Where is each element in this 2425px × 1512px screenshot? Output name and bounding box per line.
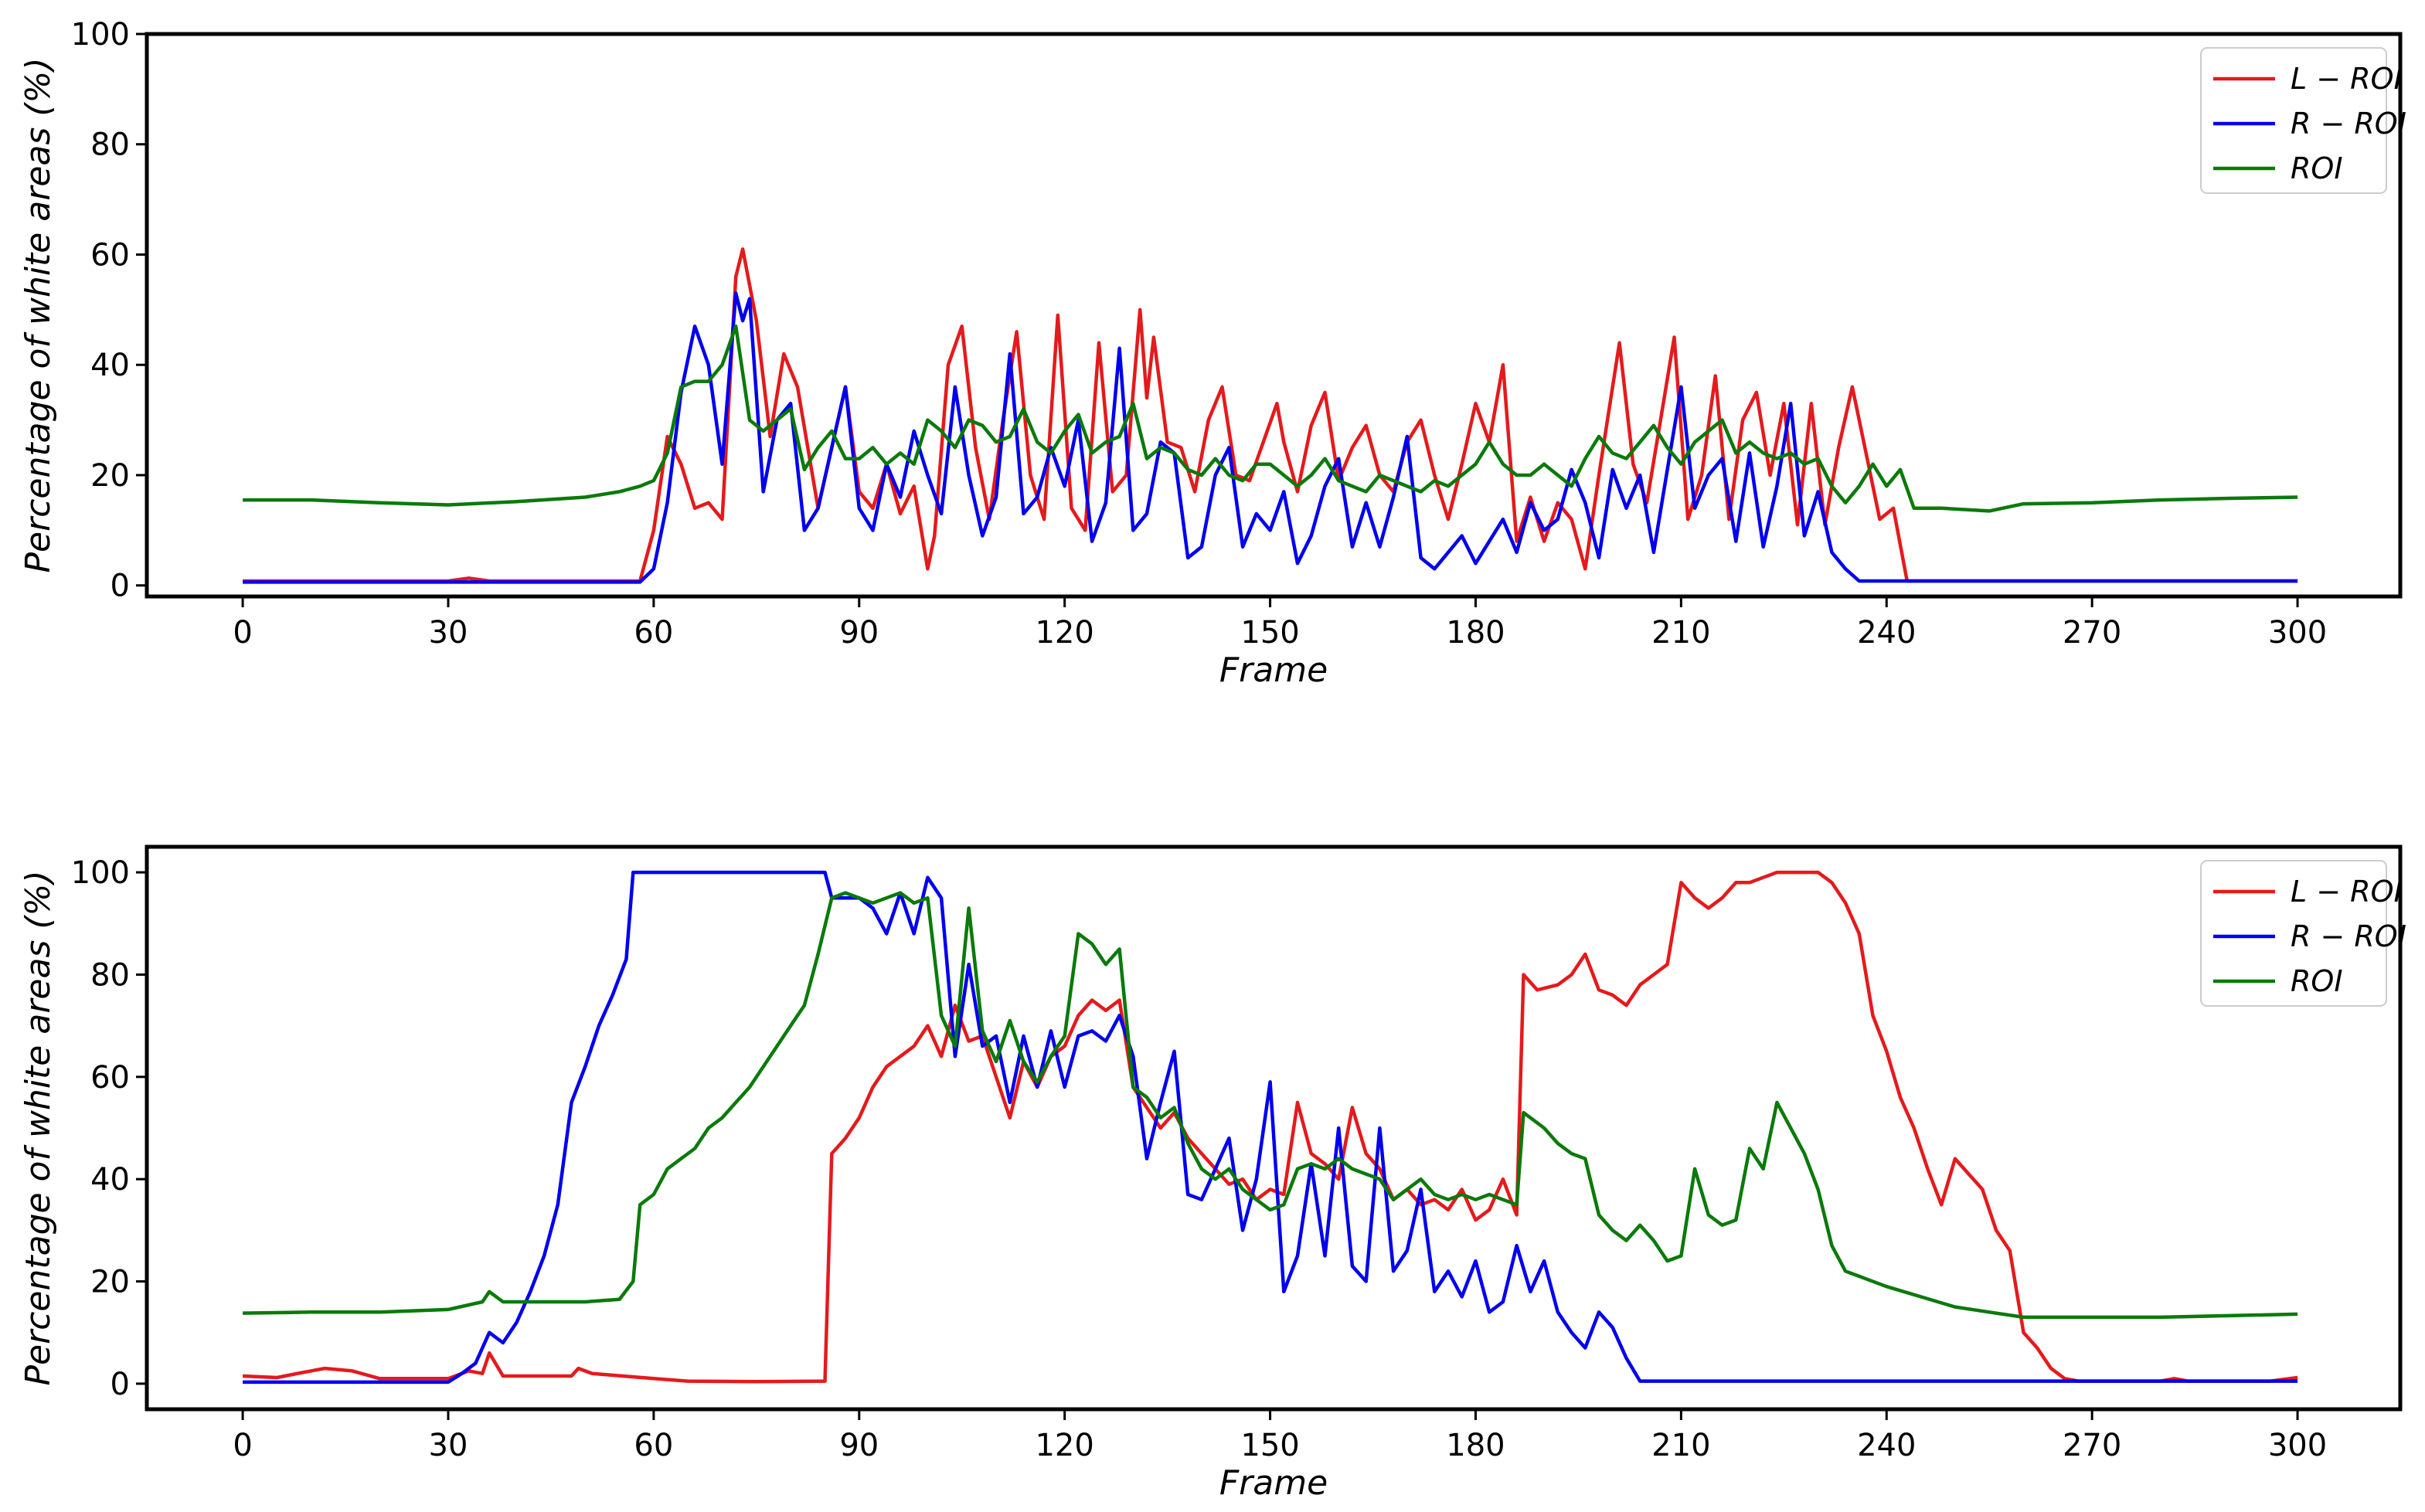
x-tick-label: 120 — [1035, 615, 1093, 651]
legend: L − ROI R − ROI ROI — [2200, 47, 2406, 194]
y-tick-label: 40 — [90, 348, 130, 383]
panel-top: 0 30 60 90 120 150 180 210 240 270 300 0 20 40 60 80 100… — [19, 17, 2406, 690]
y-tick-label: 20 — [90, 1265, 130, 1300]
y-tick-label: 100 — [71, 17, 130, 53]
legend-label: L − ROI — [2291, 62, 2403, 96]
y-tick-label: 60 — [90, 1060, 130, 1096]
x-tick-label: 0 — [233, 1428, 252, 1463]
x-tick-label: 210 — [1651, 615, 1710, 651]
panel-bottom: 0 30 60 90 120 150 180 210 240 270 300 0 20 40 60 80 100… — [19, 844, 2406, 1503]
x-tick-label: 150 — [1240, 1428, 1299, 1463]
y-axis-label: Percentage of white areas (%) — [19, 871, 58, 1386]
x-tick-label: 30 — [429, 615, 468, 651]
axes-frame — [145, 32, 2403, 599]
x-tick-label: 90 — [839, 1428, 879, 1463]
legend-label: L − ROI — [2291, 875, 2403, 909]
legend-label: ROI — [2291, 151, 2343, 185]
x-tick-label: 300 — [2268, 1428, 2327, 1463]
x-axis-label: Frame — [1219, 651, 1328, 690]
y-tick-label: 60 — [90, 237, 130, 273]
x-tick-label: 120 — [1035, 1428, 1093, 1463]
y-tick-label: 0 — [111, 569, 130, 604]
legend-box — [2200, 860, 2387, 1007]
x-tick-label: 60 — [634, 615, 673, 651]
x-tick-label: 180 — [1446, 615, 1505, 651]
y-tick-label: 20 — [90, 458, 130, 494]
legend-label: R − ROI — [2291, 107, 2406, 141]
legend-label: R − ROI — [2291, 919, 2406, 953]
x-tick-label: 90 — [839, 615, 879, 651]
x-tick-label: 270 — [2063, 615, 2121, 651]
y-axis-label: Percentage of white areas (%) — [19, 58, 58, 573]
series-line-roi — [243, 891, 2298, 1320]
legend: L − ROI R − ROI ROI — [2200, 860, 2406, 1007]
legend-box — [2200, 47, 2387, 194]
series-line-roi — [243, 324, 2298, 513]
x-tick-label: 240 — [1857, 615, 1916, 651]
series-line-r-roi — [243, 870, 2298, 1385]
y-tick-label: 0 — [111, 1367, 130, 1402]
series-line-r-roi — [243, 291, 2298, 584]
x-tick-label: 60 — [634, 1428, 673, 1463]
x-tick-label: 30 — [429, 1428, 468, 1463]
x-tick-label: 180 — [1446, 1428, 1505, 1463]
x-tick-label: 150 — [1240, 615, 1299, 651]
x-tick-label: 270 — [2063, 1428, 2121, 1463]
x-tick-label: 300 — [2268, 615, 2327, 651]
y-tick-label: 80 — [90, 957, 130, 993]
axes-frame — [145, 844, 2403, 1412]
x-tick-label: 0 — [233, 615, 252, 651]
legend-label: ROI — [2291, 964, 2343, 998]
series-line-l-roi — [242, 870, 2298, 1384]
y-tick-label: 100 — [71, 855, 130, 891]
x-tick-label: 240 — [1857, 1428, 1916, 1463]
x-axis-label: Frame — [1219, 1463, 1328, 1503]
y-tick-label: 40 — [90, 1162, 130, 1198]
x-tick-label: 210 — [1651, 1428, 1710, 1463]
y-tick-label: 80 — [90, 127, 130, 163]
